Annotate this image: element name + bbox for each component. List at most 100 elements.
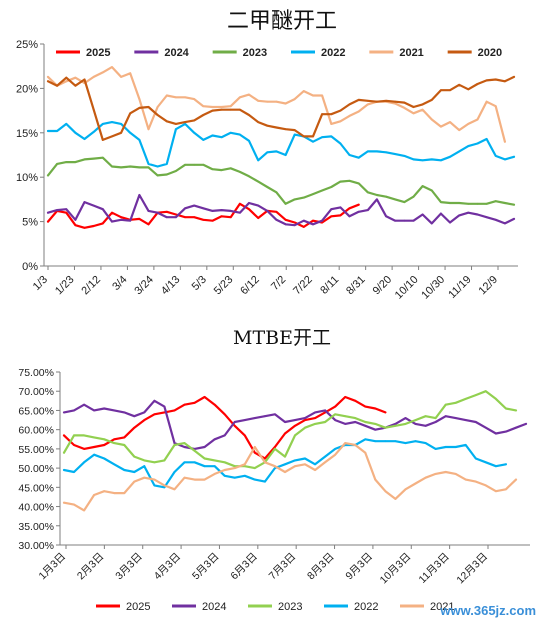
- data-point: [504, 202, 506, 204]
- data-point: [56, 209, 58, 212]
- data-point: [412, 106, 415, 108]
- data-point: [103, 444, 106, 446]
- data-point: [302, 226, 305, 228]
- x-tick-label: 10/30: [419, 274, 447, 302]
- data-point: [184, 207, 187, 210]
- data-point: [233, 476, 236, 479]
- data-point: [403, 155, 406, 157]
- data-point: [364, 405, 367, 408]
- y-tick-label: 65.00%: [18, 405, 54, 417]
- data-point: [257, 180, 260, 183]
- data-point: [123, 411, 126, 414]
- data-point: [173, 409, 176, 412]
- data-point: [65, 208, 68, 211]
- data-point: [173, 444, 176, 446]
- data-point: [229, 131, 232, 134]
- data-point: [163, 486, 166, 489]
- data-point: [193, 98, 196, 100]
- series-2024: [46, 193, 516, 227]
- data-point: [324, 455, 326, 458]
- data-point: [123, 492, 126, 494]
- data-point: [93, 453, 95, 456]
- data-point: [284, 223, 287, 226]
- data-point: [211, 210, 214, 212]
- data-point: [414, 482, 417, 485]
- series-2021: [62, 442, 518, 512]
- y-tick-label: 35.00%: [18, 521, 54, 533]
- data-point: [183, 476, 186, 479]
- data-point: [449, 221, 451, 224]
- data-point: [101, 222, 104, 225]
- data-point: [129, 131, 132, 134]
- data-point: [454, 446, 457, 448]
- data-point: [330, 123, 333, 125]
- data-point: [464, 419, 467, 421]
- data-point: [138, 139, 141, 141]
- data-point: [120, 166, 122, 169]
- data-point: [143, 411, 146, 414]
- data-point: [421, 159, 424, 162]
- data-point: [74, 76, 77, 79]
- data-point: [193, 449, 196, 452]
- legend-label: 2025: [86, 47, 110, 59]
- data-point: [339, 180, 342, 183]
- legend-item-2023: 2023: [212, 47, 267, 59]
- data-point: [239, 202, 241, 205]
- data-point: [515, 426, 517, 429]
- x-tick-label: 11/19: [446, 274, 473, 301]
- data-point: [239, 133, 241, 136]
- data-point: [257, 99, 260, 102]
- data-point: [202, 105, 205, 108]
- data-point: [202, 218, 205, 221]
- data-point: [129, 219, 132, 222]
- data-point: [414, 440, 417, 443]
- series-2025: [62, 395, 387, 460]
- series-line-2021: [62, 442, 518, 512]
- data-point: [384, 411, 387, 414]
- data-point: [505, 488, 507, 491]
- data-point: [211, 134, 214, 137]
- data-point: [484, 461, 487, 464]
- data-point: [173, 442, 176, 444]
- data-point: [284, 128, 287, 131]
- x-tick-label: 12/9: [476, 274, 500, 298]
- data-point: [302, 196, 305, 199]
- data-point: [385, 215, 387, 218]
- data-point: [364, 421, 367, 423]
- data-point: [314, 411, 316, 414]
- data-point: [284, 432, 286, 435]
- data-point: [376, 198, 378, 201]
- data-point: [133, 415, 136, 418]
- data-point: [193, 461, 196, 464]
- data-point: [175, 123, 177, 125]
- data-point: [248, 139, 250, 142]
- data-point: [444, 403, 447, 406]
- data-point: [364, 424, 367, 427]
- data-point: [202, 163, 205, 166]
- watermark: www.365jz.com: [440, 603, 536, 618]
- data-point: [364, 451, 367, 454]
- data-point: [324, 461, 326, 464]
- data-point: [430, 189, 433, 192]
- data-point: [334, 413, 337, 416]
- data-point: [184, 121, 187, 123]
- data-point: [494, 155, 497, 157]
- data-point: [458, 129, 461, 132]
- data-point: [111, 135, 113, 138]
- mtbe-chart-svg: MTBE开工 30.00% 35.00% 40.00% 45.00% 50.00% 55.0…: [18, 327, 530, 613]
- data-point: [505, 407, 507, 410]
- data-point: [357, 156, 360, 159]
- data-point: [504, 80, 506, 83]
- data-point: [239, 171, 241, 173]
- y-tick-label: 5%: [22, 217, 38, 229]
- data-point: [184, 123, 187, 125]
- data-point: [202, 139, 205, 141]
- data-point: [505, 430, 507, 433]
- data-point: [175, 213, 177, 216]
- x-tick-label: 9月3日: [343, 551, 375, 583]
- data-point: [348, 179, 351, 182]
- data-point: [111, 211, 113, 214]
- data-point: [458, 83, 461, 86]
- data-point: [294, 465, 296, 468]
- data-point: [239, 108, 241, 111]
